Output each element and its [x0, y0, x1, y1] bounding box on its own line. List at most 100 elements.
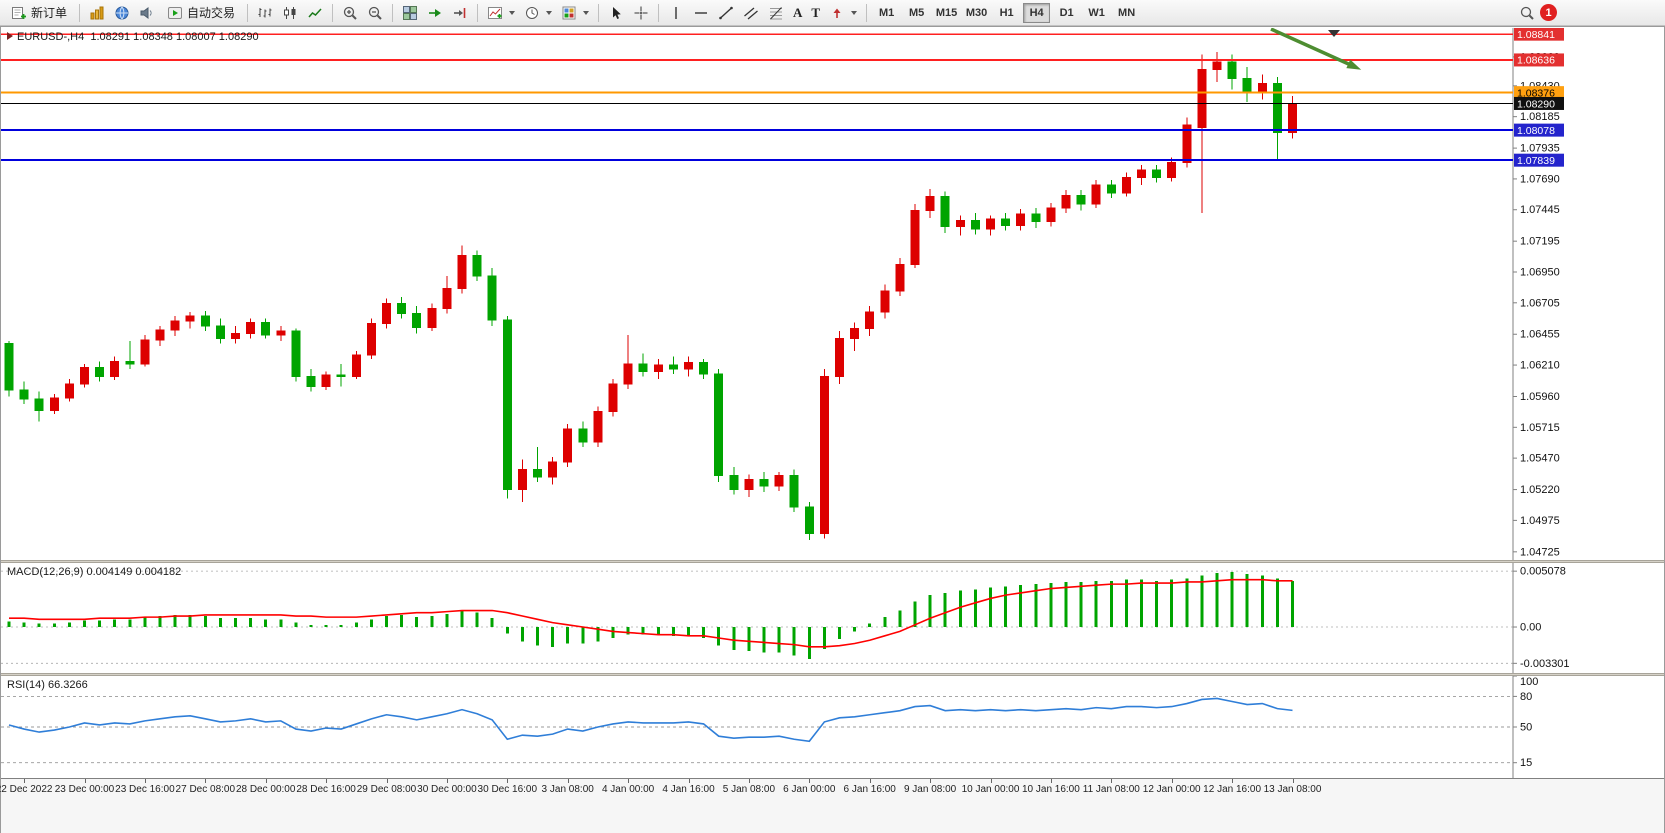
chart-shift-marker[interactable] [1328, 30, 1340, 37]
candle [895, 258, 905, 296]
main-chart-plot[interactable]: 1.086601.084301.081851.079351.076901.074… [1, 28, 1664, 560]
autoscroll-button[interactable] [423, 2, 447, 24]
candle [427, 303, 437, 332]
zoom-out-button[interactable] [363, 2, 387, 24]
line-chart-icon [308, 7, 322, 17]
timeframe-h1-button[interactable]: H1 [993, 3, 1020, 23]
time-axis-label: 4 Jan 00:00 [601, 784, 655, 795]
candle [804, 502, 814, 540]
candle [638, 353, 648, 377]
candle [1152, 165, 1162, 183]
indicators-button[interactable] [483, 2, 519, 24]
price-axis-label: 1.08185 [1520, 111, 1560, 123]
alerts-button[interactable] [135, 2, 159, 24]
candle [276, 326, 286, 342]
main-chart-pane: 1.086601.084301.081851.079351.076901.074… [1, 28, 1664, 560]
rsi-plot[interactable]: 100 80 50 15 [1, 676, 1664, 778]
time-axis-tick [326, 779, 328, 783]
candle [1046, 202, 1056, 227]
macd-pane: 0.005078 0.00 -0.003301 MACD(12,26,9) 0.00… [1, 563, 1664, 673]
chart-shift-button[interactable] [448, 2, 472, 24]
candle [880, 284, 890, 319]
candles-chart-button[interactable] [278, 2, 302, 24]
candle [80, 363, 89, 388]
new-chart-button[interactable] [85, 2, 109, 24]
label-button[interactable]: T [807, 2, 824, 24]
candle [140, 334, 150, 367]
candle [1061, 190, 1071, 213]
trendline-button[interactable] [714, 2, 738, 24]
price-axis-label: 1.06705 [1520, 297, 1560, 309]
candle [970, 212, 980, 235]
price-label-box [1514, 86, 1564, 100]
profiles-button[interactable] [110, 2, 134, 24]
candle [457, 245, 467, 294]
horizontal-line-button[interactable] [689, 2, 713, 24]
horizontal-line-icon [695, 11, 708, 14]
vertical-line-button[interactable] [664, 2, 688, 24]
candle [64, 378, 74, 402]
pane-splitter-macd[interactable] [1, 560, 1664, 563]
sound-icon [140, 6, 152, 19]
new-order-button[interactable]: 新订单 [4, 2, 74, 24]
macd-plot[interactable]: 0.005078 0.00 -0.003301 [1, 563, 1664, 673]
arrows-button[interactable] [825, 2, 861, 24]
price-label-box [1514, 153, 1564, 167]
candle [729, 466, 739, 495]
text-button[interactable]: A [789, 2, 806, 24]
notification-badge[interactable]: 1 [1540, 4, 1557, 21]
candle [1001, 212, 1011, 231]
candle [850, 322, 860, 352]
timeframe-h4-button[interactable]: H4 [1023, 2, 1051, 23]
periods-button[interactable] [520, 2, 556, 24]
candle [215, 318, 225, 344]
candle [1016, 209, 1026, 231]
timeframe-m30-button[interactable]: M30 [963, 3, 990, 23]
toolbar-separator [79, 3, 81, 22]
trend-arrow[interactable] [1270, 28, 1354, 68]
line-chart-button[interactable] [303, 2, 327, 24]
candle [744, 474, 754, 498]
candle [366, 318, 376, 359]
candle [487, 268, 497, 327]
timeframe-m1-button[interactable]: M1 [873, 3, 900, 23]
candle [608, 378, 618, 417]
candle [668, 356, 678, 374]
time-axis[interactable]: 22 Dec 2022 23 Dec 00:00 23 Dec 16:00 27 De… [0, 778, 1664, 833]
time-axis-tick [1111, 779, 1113, 783]
timeframe-mn-button[interactable]: MN [1113, 3, 1140, 23]
candle [95, 361, 105, 382]
time-axis-label: 30 Dec 16:00 [477, 784, 538, 795]
time-axis-label: 23 Dec 16:00 [115, 784, 175, 795]
candle [19, 381, 29, 405]
crosshair-button[interactable] [629, 2, 653, 24]
rsi-pane: 100 80 50 15 RSI(14) 66.3266 [1, 676, 1664, 778]
search-button[interactable] [1515, 2, 1539, 24]
channel-button[interactable] [739, 2, 763, 24]
candle [774, 471, 784, 491]
time-axis-label: 23 Dec 00:00 [54, 784, 115, 795]
templates-button[interactable] [557, 2, 593, 24]
candle [170, 316, 180, 337]
new-chart-icon [90, 6, 104, 19]
candle [49, 393, 59, 415]
timeframe-d1-button[interactable]: D1 [1053, 3, 1080, 23]
bars-chart-button[interactable] [253, 2, 277, 24]
time-axis-label: 10 Jan 00:00 [961, 784, 1020, 795]
fibonacci-button[interactable] [764, 2, 788, 24]
timeframe-w1-button[interactable]: W1 [1083, 3, 1110, 23]
pane-splitter-rsi[interactable] [1, 673, 1664, 676]
timeframe-m5-button[interactable]: M5 [903, 3, 930, 23]
label-icon: T [811, 4, 821, 20]
candles [4, 51, 1297, 540]
cursor-button[interactable] [604, 2, 628, 24]
tile-windows-button[interactable] [398, 2, 422, 24]
timeframe-m15-button[interactable]: M15 [933, 3, 960, 23]
candle [653, 358, 663, 379]
zoom-in-button[interactable] [338, 2, 362, 24]
candle [533, 446, 542, 483]
tile-windows-icon [403, 5, 418, 20]
autotrading-button[interactable]: 自动交易 [160, 2, 242, 24]
macd-signal-line [9, 578, 1293, 648]
time-axis-label: 22 Dec 2022 [0, 784, 53, 795]
